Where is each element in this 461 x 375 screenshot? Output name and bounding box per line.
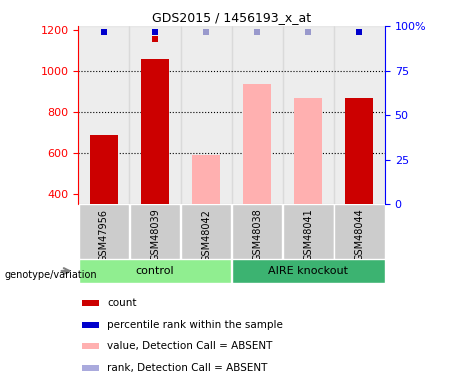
Bar — [283, 26, 334, 204]
Bar — [82, 322, 100, 328]
Bar — [294, 98, 322, 204]
Bar — [334, 204, 384, 259]
Bar — [283, 204, 334, 259]
Bar — [334, 26, 385, 204]
Bar — [82, 365, 100, 371]
Text: count: count — [107, 298, 136, 308]
Bar — [181, 26, 231, 204]
Bar — [232, 204, 283, 259]
Bar — [79, 259, 231, 283]
Bar — [79, 204, 129, 259]
Text: AIRE knockout: AIRE knockout — [268, 266, 349, 276]
Bar — [345, 98, 373, 204]
Title: GDS2015 / 1456193_x_at: GDS2015 / 1456193_x_at — [152, 11, 311, 24]
Text: GSM48038: GSM48038 — [252, 209, 262, 261]
Text: GSM48041: GSM48041 — [303, 209, 313, 261]
Text: GSM47956: GSM47956 — [99, 209, 109, 262]
Text: control: control — [136, 266, 174, 276]
Bar — [192, 155, 220, 204]
Bar — [130, 26, 181, 204]
Bar — [243, 84, 271, 204]
Bar — [141, 59, 169, 204]
Bar — [82, 300, 100, 306]
Text: percentile rank within the sample: percentile rank within the sample — [107, 320, 283, 330]
Bar — [90, 135, 118, 204]
Bar — [78, 26, 130, 204]
Bar — [232, 259, 384, 283]
Text: GSM48044: GSM48044 — [355, 209, 364, 261]
Bar — [231, 26, 283, 204]
Text: GSM48039: GSM48039 — [150, 209, 160, 261]
Text: GSM48042: GSM48042 — [201, 209, 211, 262]
Bar — [181, 204, 231, 259]
Text: genotype/variation: genotype/variation — [5, 270, 97, 279]
Text: rank, Detection Call = ABSENT: rank, Detection Call = ABSENT — [107, 363, 267, 373]
Bar — [82, 343, 100, 349]
Bar — [130, 204, 180, 259]
Text: value, Detection Call = ABSENT: value, Detection Call = ABSENT — [107, 341, 272, 351]
